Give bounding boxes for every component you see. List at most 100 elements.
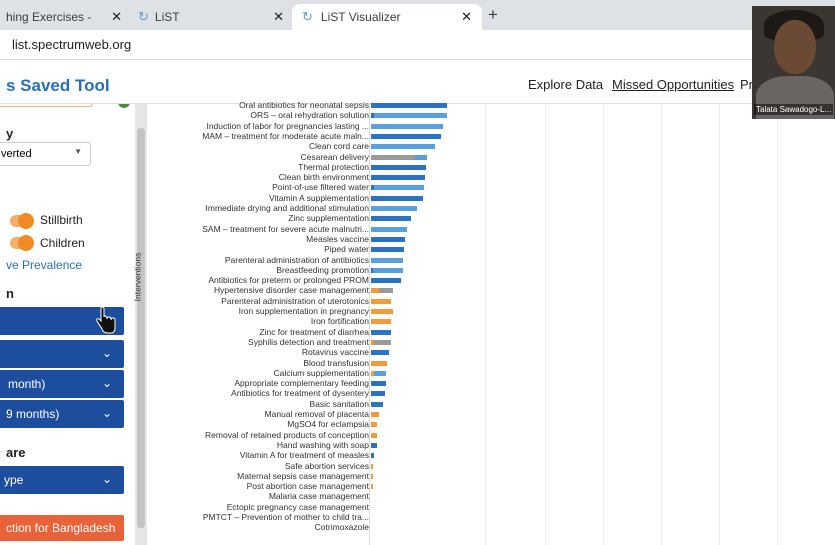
bar-segment[interactable] [371, 339, 374, 345]
action-button[interactable]: ction for Bangladesh [0, 515, 124, 541]
bar-segment[interactable] [371, 133, 441, 139]
tab-list[interactable]: ↻ LiST ✕ [132, 4, 292, 30]
bar-segment[interactable] [371, 391, 385, 397]
y-tick-label: Syphilis detection and treatment [248, 336, 369, 347]
y-tick-label: MAM – treatment for moderate acute maln.… [202, 130, 369, 141]
chevron-down-icon: ⌄ [101, 406, 112, 420]
y-tick-label: Hand washing with soap [276, 439, 369, 450]
bar-segment[interactable] [371, 216, 411, 222]
bar-segment[interactable] [371, 298, 391, 304]
filter-button-month-label: month) [8, 377, 46, 391]
y-tick-label: Manual removal of placenta [264, 409, 369, 419]
y-tick-label: Measles vaccine [306, 233, 369, 244]
type-select-label: ype [4, 473, 24, 487]
filter-button-2[interactable]: ⌄ [0, 340, 124, 368]
bar-segment[interactable] [379, 288, 393, 294]
bar-segment[interactable] [371, 463, 373, 469]
type-select-button[interactable]: ype ⌄ [0, 466, 124, 494]
bar-segment[interactable] [371, 422, 377, 428]
bar-segment[interactable] [371, 360, 387, 366]
y-tick-label: Iron fortification [310, 316, 369, 327]
address-bar[interactable]: list.spectrumweb.org [0, 30, 835, 60]
top-field[interactable] [0, 104, 92, 107]
y-tick-label: Clean birth environment [278, 172, 369, 183]
tab-training-exercises[interactable]: hing Exercises - ✕ [0, 4, 130, 30]
y-tick-label: Immediate drying and additional stimulat… [205, 203, 369, 213]
stillbirth-toggle[interactable] [10, 213, 34, 229]
chevron-down-icon: ⌄ [101, 376, 112, 390]
app-title: s Saved Tool [6, 76, 110, 95]
bar-segment[interactable] [371, 432, 377, 438]
bar-segment[interactable] [374, 113, 447, 119]
bar-segment[interactable] [371, 329, 391, 335]
bar-segment[interactable] [371, 319, 391, 325]
participant-name: Talata Sawadogo-L... [754, 104, 834, 115]
grid-line [661, 104, 662, 545]
bar-segment[interactable] [371, 309, 393, 314]
nav-missed-opportunities[interactable]: Missed Opportunities [612, 77, 735, 92]
bar-segment[interactable] [371, 257, 403, 263]
bar-segment[interactable] [371, 164, 426, 170]
bar-segment[interactable] [374, 370, 386, 376]
close-icon[interactable]: ✕ [273, 9, 284, 24]
bar-segment[interactable] [373, 267, 403, 273]
prevalence-link[interactable]: ve Prevalence [6, 258, 83, 272]
children-toggle[interactable] [10, 235, 34, 251]
sidebar-scrollbar-thumb[interactable] [137, 128, 145, 528]
nav-explore-data[interactable]: Explore Data [528, 77, 604, 92]
bar-segment[interactable] [371, 247, 404, 253]
bar-segment[interactable] [371, 236, 405, 242]
bar-segment[interactable] [371, 473, 373, 479]
bar-segment[interactable] [371, 401, 383, 407]
bar-segment[interactable] [371, 412, 379, 417]
bar-segment[interactable] [374, 185, 424, 191]
y-tick-label: Basic sanitation [309, 398, 369, 409]
refresh-icon: ↻ [302, 9, 313, 24]
y-tick-label: Thermal protection [298, 161, 369, 172]
close-icon[interactable]: ✕ [461, 9, 472, 24]
bar-segment[interactable] [415, 154, 427, 160]
bar-segment[interactable] [371, 175, 425, 181]
bar-segment[interactable] [371, 123, 443, 129]
bar-segment[interactable] [371, 381, 386, 387]
bar-segment[interactable] [371, 267, 373, 273]
browser-tab-bar: hing Exercises - ✕ ↻ LiST ✕ ↻ LiST Visua… [0, 0, 835, 30]
y-tick-label: MgSO4 for eclampsia [287, 419, 369, 430]
bar-segment[interactable] [371, 350, 389, 356]
bar-segment[interactable] [371, 144, 435, 150]
bar-segment[interactable] [371, 226, 407, 232]
y-tick-label: Post abortion case management [246, 481, 369, 492]
y-axis-title: Interventions [132, 252, 143, 302]
video-call-thumbnail: Talata Sawadogo-L... [752, 6, 835, 119]
bar-segment[interactable] [371, 103, 447, 108]
hand-cursor-icon [96, 307, 116, 334]
bar-segment[interactable] [371, 453, 374, 459]
settings-sidebar: y verted ▼ Stillbirth Children ve Preval… [0, 104, 135, 545]
y-tick-label: ORS – oral rehydration solution [250, 110, 369, 121]
grid-line [369, 104, 370, 545]
y-tick-label: Vitamin A supplementation [268, 192, 369, 203]
grid-line [603, 104, 604, 545]
y-tick-label: Rotavirus vaccine [301, 347, 369, 358]
bar-segment[interactable] [371, 278, 401, 284]
filter-button-month[interactable]: month) ⌄ [0, 370, 124, 398]
y-tick-label: Induction of labor for pregnancies lasti… [206, 120, 369, 131]
bar-segment[interactable] [371, 195, 423, 201]
mode-select[interactable]: verted ▼ [0, 142, 91, 166]
new-tab-button[interactable]: + [488, 5, 498, 24]
tab-list-visualizer[interactable]: ↻ LiST Visualizer ✕ [292, 4, 482, 30]
bar-segment[interactable] [371, 185, 374, 191]
nav-projections[interactable]: Pr [740, 77, 753, 92]
bar-segment[interactable] [371, 442, 377, 448]
filter-button-9-months[interactable]: 9 months) ⌄ [0, 400, 124, 428]
bar-segment[interactable] [371, 154, 415, 160]
bar-segment[interactable] [374, 339, 391, 345]
close-icon[interactable]: ✕ [111, 9, 122, 24]
bar-segment[interactable] [371, 206, 417, 211]
bar-segment[interactable] [371, 288, 379, 294]
bar-segment[interactable] [371, 370, 374, 376]
filter-button-9-months-label: 9 months) [6, 407, 60, 421]
bar-segment[interactable] [371, 113, 374, 119]
y-tick-label: Zinc for treatment of diarrhea [259, 326, 369, 337]
bar-segment[interactable] [371, 484, 373, 490]
